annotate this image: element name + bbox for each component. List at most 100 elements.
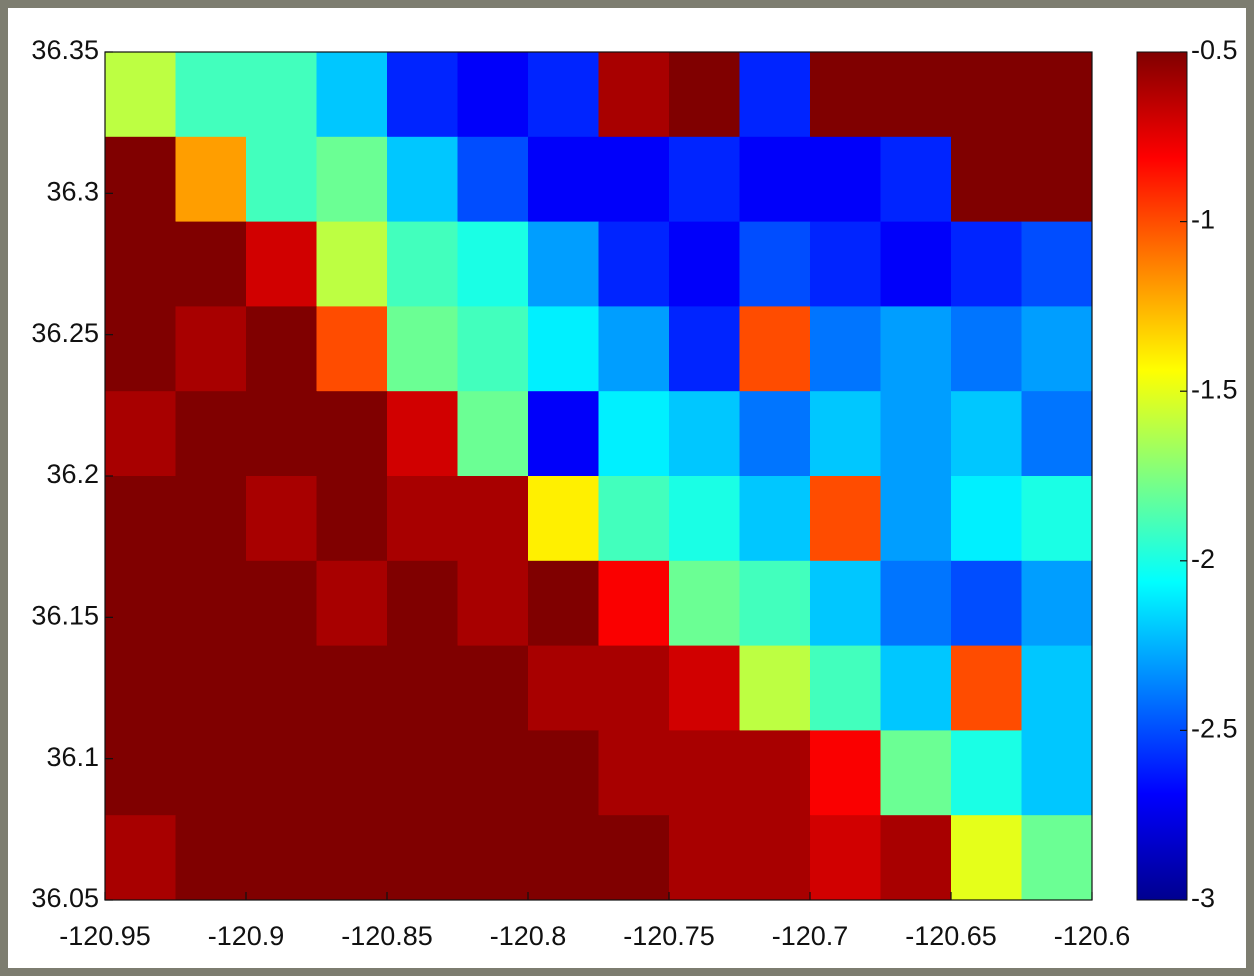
heatmap-cell — [317, 815, 388, 900]
heatmap-cell — [669, 476, 740, 561]
heatmap-cell — [669, 646, 740, 731]
heatmap-cell — [528, 561, 599, 646]
y-tick-label: 36.3 — [46, 176, 99, 206]
heatmap-cell — [458, 222, 529, 307]
heatmap-cell — [317, 137, 388, 222]
heatmap-cell — [105, 561, 176, 646]
heatmap-cell — [599, 561, 670, 646]
heatmap-cell — [317, 306, 388, 391]
heatmap-cell — [1022, 476, 1093, 561]
heatmap-cell — [176, 306, 247, 391]
heatmap-cell — [176, 815, 247, 900]
heatmap-cell — [669, 52, 740, 137]
heatmap-cell — [105, 730, 176, 815]
heatmap-cell — [105, 222, 176, 307]
heatmap-cell — [246, 561, 317, 646]
heatmap-cell — [740, 306, 811, 391]
heatmap-cell — [317, 222, 388, 307]
heatmap-cell — [669, 815, 740, 900]
heatmap-cell — [1022, 222, 1093, 307]
heatmap-cell — [105, 476, 176, 561]
heatmap-cell — [810, 730, 881, 815]
heatmap-cell — [176, 137, 247, 222]
heatmap-cell — [599, 52, 670, 137]
heatmap-cell — [951, 52, 1022, 137]
heatmap-cell — [246, 52, 317, 137]
y-tick-label: 36.05 — [31, 883, 99, 913]
heatmap-cell — [810, 306, 881, 391]
heatmap-cell — [105, 391, 176, 476]
heatmap-cell — [599, 306, 670, 391]
heatmap-cell — [810, 561, 881, 646]
heatmap-cell — [246, 137, 317, 222]
heatmap-cell — [810, 222, 881, 307]
heatmap-cell — [387, 391, 458, 476]
heatmap-cell — [1022, 730, 1093, 815]
heatmap-cell — [528, 730, 599, 815]
heatmap-cell — [458, 306, 529, 391]
heatmap-cell — [458, 391, 529, 476]
y-tick-label: 36.15 — [31, 600, 99, 630]
heatmap-cell — [740, 815, 811, 900]
heatmap-cell — [387, 561, 458, 646]
heatmap-cell — [246, 391, 317, 476]
heatmap-cell — [387, 306, 458, 391]
heatmap-cell — [105, 306, 176, 391]
heatmap-cell — [881, 815, 952, 900]
colorbar-tick-label: -1 — [1191, 205, 1215, 235]
heatmap-cell — [458, 815, 529, 900]
heatmap-cell — [528, 391, 599, 476]
heatmap-cell — [599, 222, 670, 307]
heatmap-cell — [881, 646, 952, 731]
heatmap-cell — [881, 561, 952, 646]
heatmap-cell — [458, 730, 529, 815]
heatmap-cell — [246, 815, 317, 900]
colorbar — [1137, 52, 1187, 900]
heatmap-cell — [458, 476, 529, 561]
heatmap-cell — [810, 815, 881, 900]
heatmap-cell — [528, 306, 599, 391]
heatmap-cell — [1022, 815, 1093, 900]
heatmap-cell — [458, 646, 529, 731]
heatmap-cell — [1022, 646, 1093, 731]
heatmap-cell — [317, 646, 388, 731]
heatmap-cell — [528, 815, 599, 900]
heatmap-cell — [599, 476, 670, 561]
heatmap-cell — [1022, 137, 1093, 222]
heatmap-cell — [810, 137, 881, 222]
x-tick-label: -120.7 — [772, 921, 849, 951]
heatmap-cell — [176, 476, 247, 561]
x-tick-label: -120.95 — [59, 921, 151, 951]
heatmap-cell — [317, 391, 388, 476]
chart: -120.95-120.9-120.85-120.8-120.75-120.7-… — [0, 0, 1254, 976]
heatmap-cell — [246, 306, 317, 391]
heatmap-cell — [387, 730, 458, 815]
heatmap-cell — [246, 222, 317, 307]
heatmap-cell — [105, 137, 176, 222]
colorbar-tick-label: -3 — [1191, 883, 1215, 913]
y-tick-label: 36.1 — [46, 742, 99, 772]
heatmap-cell — [669, 222, 740, 307]
heatmap-cell — [951, 222, 1022, 307]
heatmap-cell — [951, 137, 1022, 222]
heatmap-cell — [951, 391, 1022, 476]
heatmap-cell — [669, 730, 740, 815]
heatmap-cell — [599, 646, 670, 731]
heatmap-cell — [246, 646, 317, 731]
colorbar-tick-label: -0.5 — [1191, 35, 1238, 65]
heatmap-cell — [176, 730, 247, 815]
x-tick-label: -120.6 — [1054, 921, 1131, 951]
heatmap-cell — [176, 391, 247, 476]
heatmap-cell — [176, 52, 247, 137]
heatmap-cell — [246, 730, 317, 815]
heatmap-cell — [740, 561, 811, 646]
heatmap-cell — [740, 476, 811, 561]
heatmap-cell — [458, 52, 529, 137]
x-tick-label: -120.85 — [341, 921, 433, 951]
heatmap-cell — [1022, 306, 1093, 391]
heatmap-cell — [246, 476, 317, 561]
heatmap-cell — [599, 391, 670, 476]
colorbar-tick-label: -2 — [1191, 544, 1215, 574]
page: {"chart_data": {"type": "heatmap", "colo… — [0, 0, 1254, 976]
heatmap-cell — [599, 815, 670, 900]
